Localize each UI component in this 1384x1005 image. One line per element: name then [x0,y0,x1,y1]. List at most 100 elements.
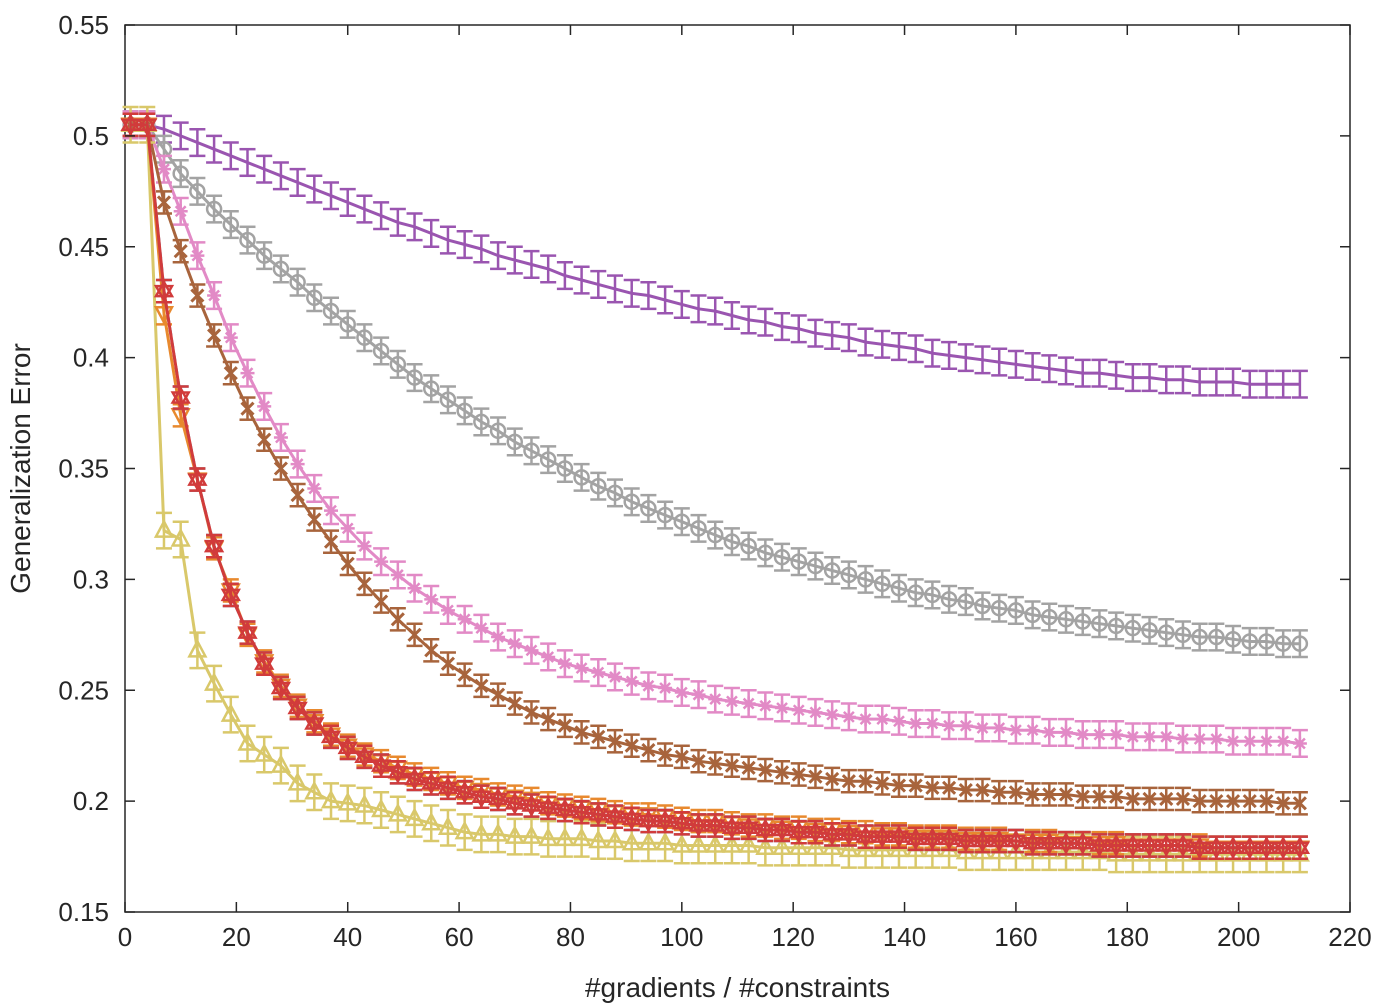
data-point [407,627,422,642]
data-point [571,827,592,847]
data-point [604,810,626,829]
data-point [454,820,475,840]
data-point [374,594,389,609]
data-point [658,747,673,762]
series-red [120,112,1311,861]
x-tick-label: 40 [333,922,362,952]
data-point [957,593,975,610]
data-point [638,814,659,833]
data-point [1139,842,1160,862]
data-point [1291,635,1309,652]
data-point [690,520,707,537]
y-axis-title: Generalization Error [5,343,36,594]
data-point [721,821,743,840]
data-point [858,712,873,727]
data-point [1256,836,1277,854]
y-tick-label: 0.2 [73,786,109,816]
data-point [322,302,340,320]
data-point [1008,785,1023,800]
data-point [471,785,492,803]
data-point [1224,630,1242,648]
data-point [822,828,843,846]
data-point [604,805,626,823]
data-point [270,681,292,700]
data-point [437,781,459,800]
data-point [387,802,408,822]
x-tick-label: 100 [660,922,703,952]
data-point [1122,833,1143,852]
data-point [1175,732,1190,747]
data-point [891,778,907,793]
data-point [938,827,960,846]
data-point [774,765,790,780]
data-point [908,778,923,793]
data-point [521,824,542,844]
data-point [1074,613,1091,630]
data-point [1089,833,1110,852]
data-point [591,665,606,680]
data-point [421,777,442,795]
data-point [641,678,656,693]
data-point [855,830,876,849]
data-point [220,702,241,722]
data-point [623,493,640,511]
x-tick-label: 220 [1328,922,1371,952]
data-point [120,118,141,137]
data-point [788,825,809,844]
data-point [841,709,856,724]
data-point [790,553,807,570]
data-point [1156,839,1177,857]
data-point [607,734,623,749]
data-point [156,195,172,210]
data-point [1092,789,1107,804]
data-point [1273,836,1294,854]
x-tick-label: 20 [222,922,251,952]
data-point [270,753,291,773]
data-point [940,591,958,608]
data-point [290,457,305,472]
data-point [1259,734,1274,749]
series-line [130,123,1300,386]
data-point [872,830,893,849]
data-point [858,774,873,789]
data-point [539,451,557,468]
data-point [524,705,539,720]
data-point [775,700,790,715]
data-point [1022,837,1043,855]
data-point [1159,729,1174,744]
data-point [688,833,709,853]
data-point [304,711,325,730]
data-point [507,696,522,711]
data-point [1092,727,1107,742]
data-point [1156,842,1177,862]
data-point [255,247,273,264]
x-tick-label: 140 [883,922,926,952]
data-point [924,586,941,604]
data-point [257,432,272,447]
x-tick-label: 200 [1217,922,1260,952]
data-point [190,288,205,303]
data-point [1242,734,1257,749]
data-point [137,118,158,137]
data-point [771,823,793,842]
data-point [1039,837,1060,855]
data-point [1142,729,1157,744]
data-point [287,701,308,720]
data-point [556,460,574,477]
data-point [755,836,776,855]
data-point [507,636,522,651]
data-point [1156,833,1177,852]
data-point [1139,839,1160,857]
data-point [1192,794,1207,809]
data-point [808,769,823,784]
data-point [758,698,773,713]
data-point [1142,791,1157,806]
data-point [972,829,993,848]
data-point [925,780,940,795]
data-point [254,652,275,670]
data-point [658,681,673,696]
data-point [153,284,175,303]
data-point [424,643,439,658]
data-point [875,776,890,791]
data-point [1075,789,1090,804]
